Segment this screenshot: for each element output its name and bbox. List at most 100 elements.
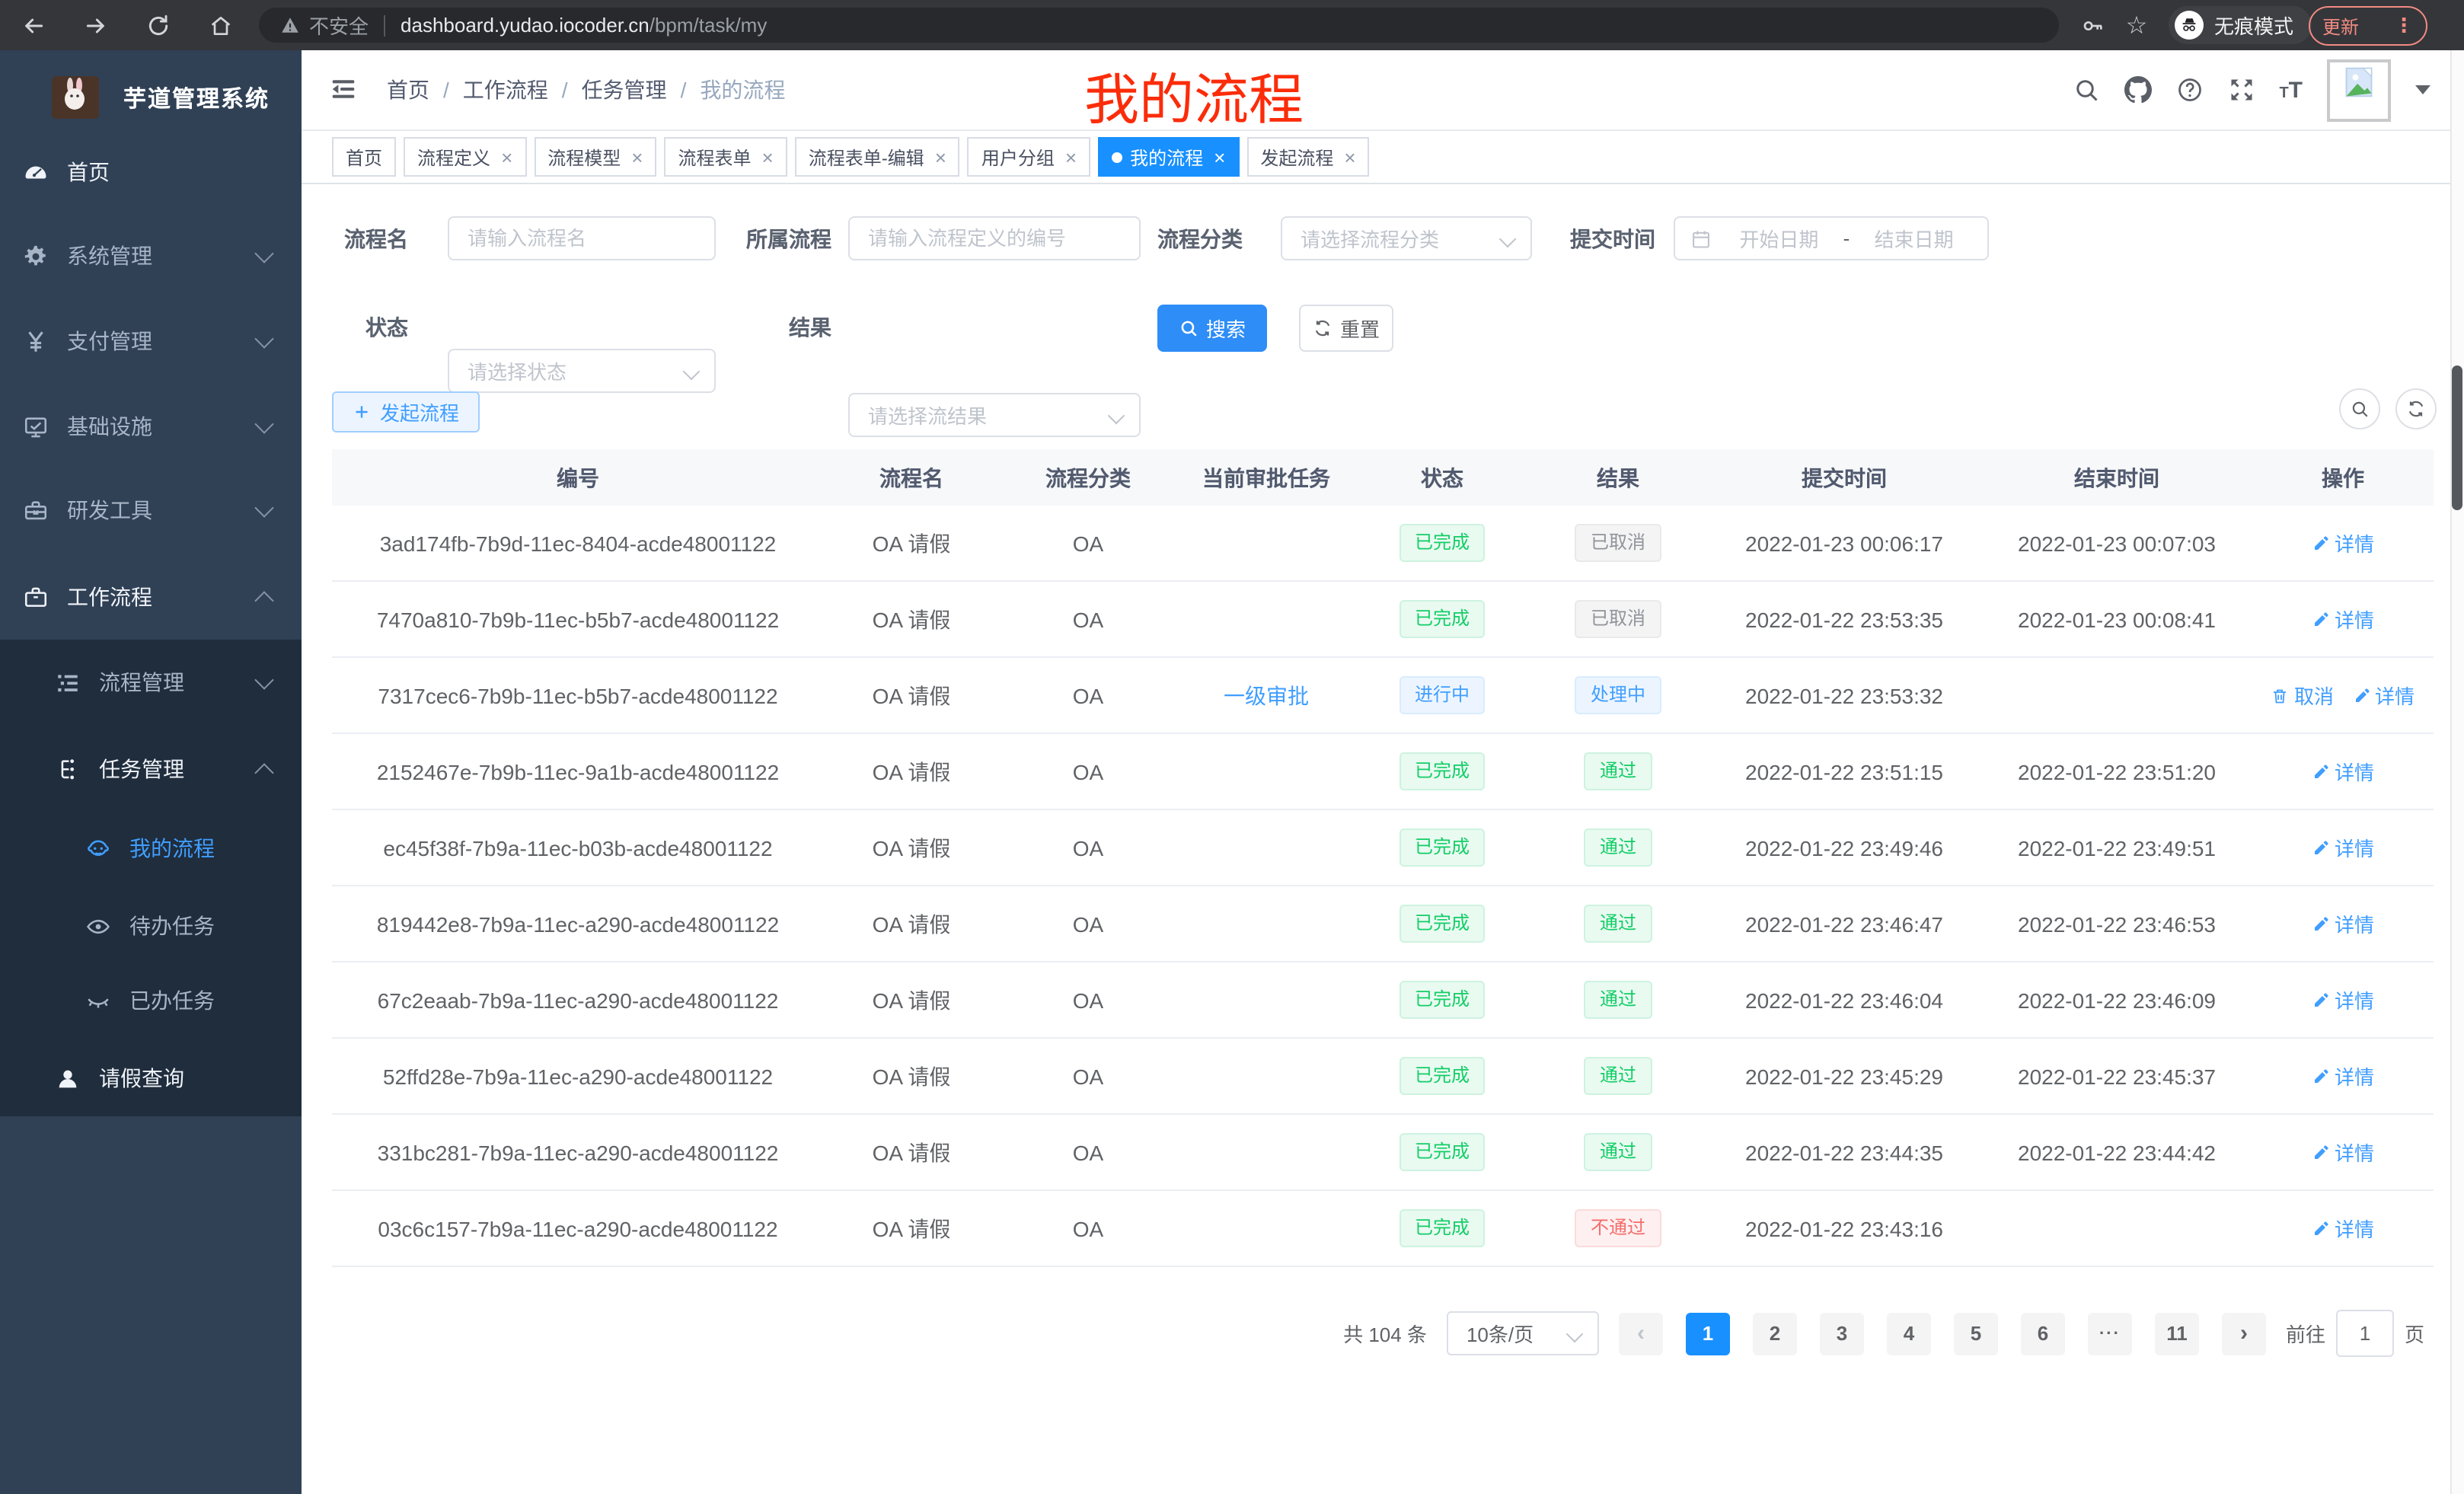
browser-update-button[interactable]: 更新 ⋮: [2309, 6, 2427, 46]
tab-我的流程[interactable]: 我的流程 ×: [1098, 137, 1240, 177]
next-page-button[interactable]: ›: [2221, 1312, 2266, 1355]
github-icon[interactable]: [2124, 76, 2152, 104]
close-icon[interactable]: ×: [501, 145, 513, 168]
sidebar-item-my-process[interactable]: 我的流程: [0, 809, 302, 888]
sidebar-item-task-mgmt[interactable]: 任务管理: [0, 729, 302, 809]
update-label[interactable]: 更新: [2322, 16, 2360, 37]
scrollbar-thumb[interactable]: [2452, 366, 2462, 510]
sidebar-item-process-mgmt[interactable]: 流程管理: [0, 643, 302, 722]
address-bar[interactable]: 不安全 dashboard.yudao.iocoder.cn /bpm/task…: [259, 8, 2059, 43]
end-date-placeholder[interactable]: 结束日期: [1874, 228, 1954, 251]
close-icon[interactable]: ×: [934, 145, 946, 168]
page-button-2[interactable]: 2: [1752, 1312, 1797, 1355]
result-cell: 通过: [1529, 1057, 1707, 1095]
tab-流程定义[interactable]: 流程定义 ×: [404, 137, 527, 177]
detail-action[interactable]: 详情: [2312, 1214, 2374, 1243]
bookmark-star-icon[interactable]: ☆: [2125, 13, 2148, 39]
page-button-3[interactable]: 3: [1819, 1312, 1864, 1355]
detail-action[interactable]: 详情: [2352, 681, 2415, 710]
sidebar-item-label: 待办任务: [129, 914, 215, 938]
process-name: OA 请假: [872, 683, 951, 707]
create-process-button[interactable]: 发起流程: [332, 391, 480, 433]
page-button-11[interactable]: 11: [2154, 1312, 2199, 1355]
close-icon[interactable]: ×: [1064, 145, 1077, 168]
url-domain[interactable]: dashboard.yudao.iocoder.cn: [401, 14, 650, 37]
security-label[interactable]: 不安全: [309, 15, 369, 38]
browser-menu-icon[interactable]: ⋮: [2394, 14, 2414, 37]
forward-icon[interactable]: [75, 0, 117, 50]
sidebar-collapse-icon[interactable]: [329, 75, 358, 104]
detail-action[interactable]: 详情: [2312, 605, 2374, 634]
sidebar-item-done-task[interactable]: 已办任务: [0, 961, 302, 1040]
category-select[interactable]: 请选择流程分类: [1281, 216, 1532, 260]
show-search-toggle-button[interactable]: [2339, 388, 2380, 429]
user-menu-caret-icon[interactable]: [2415, 85, 2430, 94]
refresh-table-button[interactable]: [2395, 388, 2437, 429]
detail-action[interactable]: 详情: [2312, 833, 2374, 862]
page-size-select[interactable]: 10条/页: [1446, 1311, 1599, 1355]
tab-流程表单-编辑[interactable]: 流程表单-编辑 ×: [794, 137, 960, 177]
process-def-input[interactable]: [848, 216, 1141, 260]
page-scrollbar[interactable]: [2450, 50, 2464, 1494]
app-logo-row[interactable]: 芋道管理系统: [0, 64, 302, 131]
avatar[interactable]: [2327, 59, 2391, 121]
submit-time-daterange[interactable]: 开始日期 - 结束日期: [1674, 216, 1989, 260]
sidebar-item-system[interactable]: 系统管理: [0, 213, 302, 298]
cancel-action[interactable]: 取消: [2271, 681, 2334, 710]
breadcrumb-item[interactable]: 任务管理: [581, 78, 667, 102]
sidebar-item-label: 任务管理: [99, 757, 184, 781]
start-date-placeholder[interactable]: 开始日期: [1739, 228, 1819, 251]
table-row: 819442e8-7b9a-11ec-a290-acde48001122 OA 请…: [332, 886, 2434, 962]
current-task-link[interactable]: 一级审批: [1224, 683, 1309, 707]
close-icon[interactable]: ×: [1344, 145, 1356, 168]
breadcrumb-item[interactable]: 首页: [387, 78, 429, 102]
reload-icon[interactable]: [137, 0, 180, 50]
prev-page-button[interactable]: ‹: [1618, 1312, 1663, 1355]
result-select[interactable]: 请选择流结果: [848, 393, 1141, 437]
sidebar-item-workflow[interactable]: 工作流程: [0, 554, 302, 640]
back-icon[interactable]: [12, 0, 55, 50]
sidebar-item-home[interactable]: 首页: [0, 129, 302, 215]
page-button-1[interactable]: 1: [1685, 1312, 1730, 1355]
tab-首页[interactable]: 首页: [332, 137, 397, 177]
more-pages-button[interactable]: ···: [2087, 1312, 2132, 1355]
close-icon[interactable]: ×: [631, 145, 643, 168]
font-size-icon[interactable]: TT: [2279, 77, 2303, 103]
tab-流程表单[interactable]: 流程表单 ×: [664, 137, 787, 177]
process-name-input[interactable]: [448, 216, 716, 260]
close-icon[interactable]: ×: [1214, 145, 1226, 168]
status-badge: 已完成: [1399, 752, 1485, 790]
sidebar-item-todo-task[interactable]: 待办任务: [0, 886, 302, 966]
search-button[interactable]: 搜索: [1157, 305, 1267, 352]
process-name: OA 请假: [872, 531, 951, 555]
reset-button[interactable]: 重置: [1299, 305, 1393, 352]
detail-action[interactable]: 详情: [2312, 909, 2374, 938]
sidebar-item-infra[interactable]: 基础设施: [0, 384, 302, 469]
breadcrumb-item[interactable]: 工作流程: [462, 78, 548, 102]
status-select[interactable]: 请选择状态: [448, 349, 716, 393]
close-icon[interactable]: ×: [761, 145, 774, 168]
sidebar-item-leave-query[interactable]: 请假查询: [0, 1039, 302, 1118]
detail-action[interactable]: 详情: [2312, 985, 2374, 1014]
sidebar-item-payment[interactable]: 支付管理: [0, 298, 302, 384]
search-icon[interactable]: [2072, 76, 2099, 104]
sidebar-item-devtools[interactable]: 研发工具: [0, 468, 302, 553]
goto-page-input[interactable]: [2335, 1310, 2394, 1357]
result-badge: 通过: [1584, 905, 1652, 943]
page-button-4[interactable]: 4: [1886, 1312, 1931, 1355]
url-path[interactable]: /bpm/task/my: [649, 14, 768, 37]
help-icon[interactable]: [2175, 76, 2203, 104]
page-button-5[interactable]: 5: [1953, 1312, 1998, 1355]
page-button-6[interactable]: 6: [2020, 1312, 2065, 1355]
detail-action[interactable]: 详情: [2312, 528, 2374, 557]
detail-action[interactable]: 详情: [2312, 1138, 2374, 1167]
key-icon[interactable]: [2073, 0, 2112, 50]
detail-action[interactable]: 详情: [2312, 1061, 2374, 1090]
detail-action[interactable]: 详情: [2312, 757, 2374, 786]
actions-cell: 取消 详情: [2252, 681, 2434, 710]
tab-发起流程[interactable]: 发起流程 ×: [1246, 137, 1370, 177]
tab-用户分组[interactable]: 用户分组 ×: [967, 137, 1091, 177]
fullscreen-icon[interactable]: [2227, 76, 2255, 104]
tab-流程模型[interactable]: 流程模型 ×: [534, 137, 657, 177]
home-icon[interactable]: [199, 0, 242, 50]
